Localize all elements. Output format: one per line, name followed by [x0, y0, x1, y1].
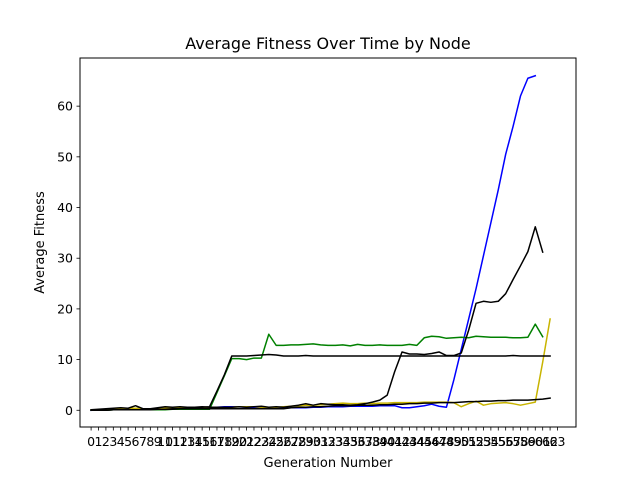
series-line-3 [90, 226, 544, 411]
chart-title: Average Fitness Over Time by Node [185, 34, 471, 53]
x-tick-label: 44 [409, 434, 425, 449]
x-tick-label: 24 [261, 434, 277, 449]
x-tick-label: 54 [483, 434, 499, 449]
x-tick-label: 48 [438, 434, 454, 449]
x-tick-label: 53 [476, 434, 492, 449]
x-tick-label: 43 [401, 434, 417, 449]
x-tick-label: 5 [124, 434, 132, 449]
y-axis-label: Average Fitness [33, 191, 48, 294]
y-tick-label: 0 [65, 403, 73, 418]
x-tick-label: 56 [498, 434, 514, 449]
x-tick-label: 62 [542, 434, 558, 449]
x-tick-label: 27 [283, 434, 299, 449]
x-tick-label: 15 [194, 434, 210, 449]
x-tick-label: 57 [505, 434, 521, 449]
x-tick-label: 26 [276, 434, 292, 449]
x-tick-label: 40 [379, 434, 395, 449]
x-tick-label: 50 [453, 434, 469, 449]
x-tick-label: 20 [231, 434, 247, 449]
y-tick-label: 60 [57, 99, 73, 114]
x-tick-label: 30 [305, 434, 321, 449]
x-tick-label: 0 [87, 434, 95, 449]
x-tick-label: 8 [146, 434, 154, 449]
x-tick-label: 31 [313, 434, 329, 449]
x-tick-label: 52 [468, 434, 484, 449]
x-tick-label: 18 [216, 434, 232, 449]
x-tick-label: 3 [109, 434, 117, 449]
x-tick-label: 47 [431, 434, 447, 449]
x-tick-label: 9 [154, 434, 162, 449]
x-tick-label: 12 [172, 434, 188, 449]
x-tick-label: 14 [187, 434, 203, 449]
x-tick-label: 6 [132, 434, 140, 449]
axes-frame [79, 57, 577, 428]
x-tick-label: 37 [357, 434, 373, 449]
x-tick-label: 38 [364, 434, 380, 449]
x-tick-label: 7 [139, 434, 147, 449]
x-tick-label: 41 [387, 434, 403, 449]
x-tick-label: 17 [209, 434, 225, 449]
x-tick-label: 23 [253, 434, 269, 449]
x-tick-label: 29 [298, 434, 314, 449]
x-tick-label: 39 [372, 434, 388, 449]
x-tick-label: 45 [416, 434, 432, 449]
x-tick-label: 35 [342, 434, 358, 449]
plot-area: 0 1 2 3 4 5 6 7 8 9101112131415161718192021222324… [57, 74, 566, 449]
x-tick-label: 1 [95, 434, 103, 449]
x-tick-label: 46 [424, 434, 440, 449]
series-line-5 [90, 397, 551, 412]
x-tick-label: 59 [520, 434, 536, 449]
x-tick-label: 22 [246, 434, 262, 449]
x-tick-label: 28 [290, 434, 306, 449]
x-tick-label: 19 [224, 434, 240, 449]
x-tick-label: 33 [327, 434, 343, 449]
y-tick-label: 30 [57, 251, 73, 266]
x-tick-label: 2 [102, 434, 110, 449]
x-tick-label: 32 [320, 434, 336, 449]
x-tick-label: 58 [513, 434, 529, 449]
x-tick-label: 10 [157, 434, 173, 449]
x-tick-label: 25 [268, 434, 284, 449]
x-tick-label: 11 [165, 434, 181, 449]
x-tick-label: 4 [117, 434, 125, 449]
x-tick-label: 49 [446, 434, 462, 449]
x-tick-label: 34 [335, 434, 351, 449]
x-tick-label: 16 [202, 434, 218, 449]
x-tick-label: 63 [550, 434, 566, 449]
x-tick-label: 61 [535, 434, 551, 449]
x-tick-label: 51 [461, 434, 477, 449]
x-tick-label: 21 [239, 434, 255, 449]
x-tick-label: 13 [179, 434, 195, 449]
x-tick-label: 36 [350, 434, 366, 449]
y-tick-label: 20 [57, 301, 73, 316]
x-axis-label: Generation Number [264, 456, 394, 471]
x-tick-label: 42 [394, 434, 410, 449]
y-tick-label: 10 [57, 352, 73, 367]
x-tick-label: 55 [490, 434, 506, 449]
x-tick-label: 60 [527, 434, 543, 449]
y-tick-label: 40 [57, 200, 73, 215]
y-tick-label: 50 [57, 149, 73, 164]
